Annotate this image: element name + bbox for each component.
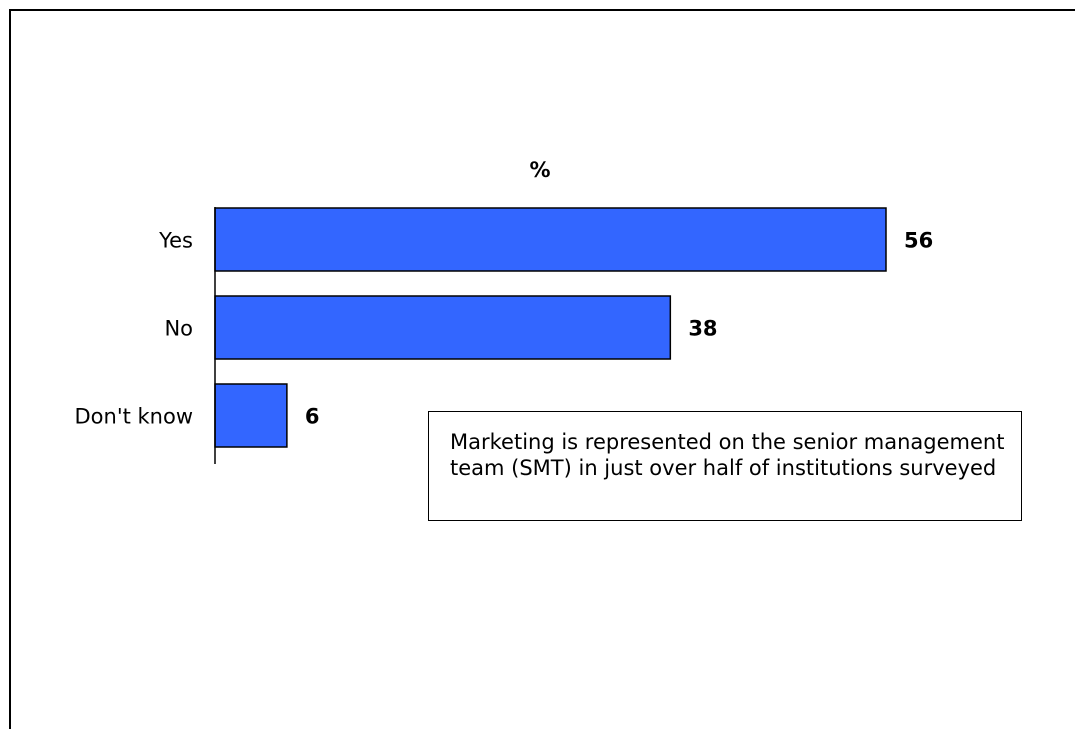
bars-layer: Yes 56 No 38 Don't know 6: [74, 207, 933, 448]
bar-yes: [214, 207, 887, 272]
data-label-no: 38: [688, 317, 717, 341]
chart-title: %: [529, 158, 550, 182]
category-label-yes: Yes: [158, 229, 193, 253]
chart-frame: [9, 9, 1075, 729]
category-label-no: No: [164, 317, 193, 341]
data-label-don-t-know: 6: [305, 405, 320, 429]
category-label-don-t-know: Don't know: [74, 405, 193, 429]
annotation-text: Marketing is represented on the senior m…: [450, 430, 1005, 480]
bar-don-t-know: [214, 383, 288, 448]
annotation-box: Marketing is represented on the senior m…: [428, 411, 1022, 521]
data-label-yes: 56: [904, 229, 933, 253]
bar-no: [214, 295, 672, 360]
